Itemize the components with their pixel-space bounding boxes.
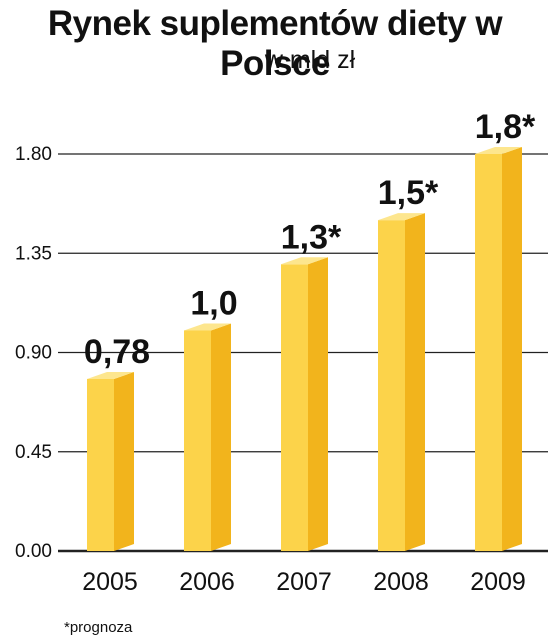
bar xyxy=(87,378,114,551)
bar-top xyxy=(87,371,134,379)
chart-footnote: *prognoza xyxy=(64,619,133,636)
bar-top xyxy=(378,213,425,221)
y-tick-label: 0.45 xyxy=(15,442,52,463)
chart-subtitle: w mld zł xyxy=(264,46,356,74)
y-tick-label: 1.35 xyxy=(15,243,52,264)
bar-side xyxy=(308,257,328,551)
bar-top xyxy=(281,257,328,265)
data-label: 1,3* xyxy=(281,218,342,256)
bar xyxy=(378,220,405,551)
x-tick-label: 2009 xyxy=(470,568,526,596)
chart-title: Rynek suplementów diety w Polsce xyxy=(47,4,503,83)
bar-side xyxy=(405,213,425,551)
data-label: 1,0 xyxy=(190,284,237,322)
x-tick-label: 2008 xyxy=(373,568,429,596)
bar-side xyxy=(502,147,522,551)
x-tick-label: 2006 xyxy=(179,568,235,596)
y-tick-label: 1.80 xyxy=(15,144,52,165)
bar-side xyxy=(211,323,231,551)
bar xyxy=(475,154,502,551)
x-tick-label: 2007 xyxy=(276,568,332,596)
data-label: 1,5* xyxy=(378,174,439,212)
data-label: 1,8* xyxy=(475,108,536,146)
bar-top xyxy=(184,323,231,331)
x-tick-label: 2005 xyxy=(82,568,138,596)
y-tick-label: 0.00 xyxy=(15,541,52,562)
bar-top xyxy=(475,147,522,154)
data-label: 0,78 xyxy=(84,333,150,371)
bar xyxy=(281,264,308,551)
bar-side xyxy=(114,371,134,551)
y-tick-label: 0.90 xyxy=(15,343,52,364)
bar xyxy=(184,330,211,551)
